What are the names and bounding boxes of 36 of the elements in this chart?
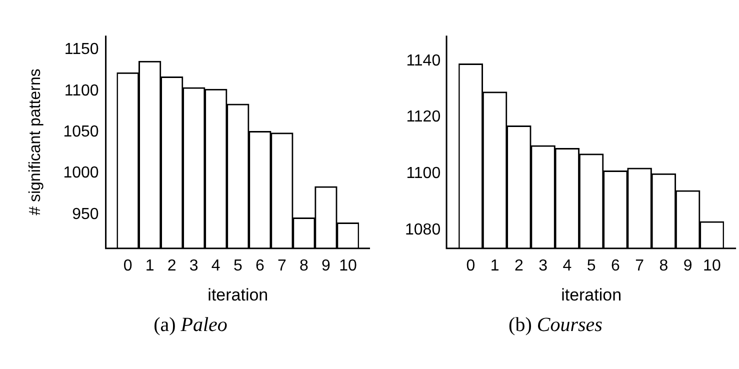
x-tick-label: 3	[189, 257, 198, 274]
y-tick-label: 950	[72, 206, 99, 223]
x-tick-label: 8	[300, 257, 308, 274]
y-axis-title: # significant patterns	[27, 68, 44, 216]
y-tick-label: 1080	[405, 221, 441, 238]
y-tick-label: 1000	[63, 164, 99, 182]
x-tick-label: 3	[538, 257, 548, 274]
x-tick-label: 8	[659, 257, 668, 274]
x-axis-title: iteration	[561, 285, 622, 304]
x-tick-label: 2	[514, 257, 524, 274]
x-tick-label: 0	[123, 257, 132, 274]
x-tick-label: 6	[255, 257, 264, 274]
y-tick-label: 1120	[406, 108, 441, 126]
x-axis-title: iteration	[208, 285, 268, 304]
x-tick-label: 10	[703, 257, 721, 274]
y-tick-label: 1150	[64, 41, 99, 58]
y-tick-label: 1100	[406, 165, 441, 182]
x-tick-label: 7	[277, 257, 286, 274]
x-tick-label: 1	[490, 257, 500, 274]
x-tick-label: 6	[610, 257, 620, 274]
x-tick-label: 5	[586, 257, 596, 274]
x-tick-label: 9	[322, 257, 331, 274]
y-tick-label: 1050	[63, 124, 99, 141]
x-tick-label: 0	[466, 257, 476, 274]
x-tick-label: 4	[211, 257, 220, 274]
x-tick-label: 1	[145, 257, 154, 274]
x-tick-label: 5	[233, 257, 242, 274]
y-tick-label: 1140	[406, 52, 441, 70]
x-tick-label: 10	[339, 257, 357, 274]
text: (b) Courses	[508, 314, 602, 336]
x-tick-label: 4	[562, 257, 572, 274]
x-tick-label: 2	[167, 257, 176, 274]
x-tick-label: 7	[635, 257, 644, 274]
x-tick-label: 9	[683, 257, 692, 274]
text: (a) Paleo	[154, 314, 228, 336]
y-tick-label: 1100	[64, 82, 99, 100]
